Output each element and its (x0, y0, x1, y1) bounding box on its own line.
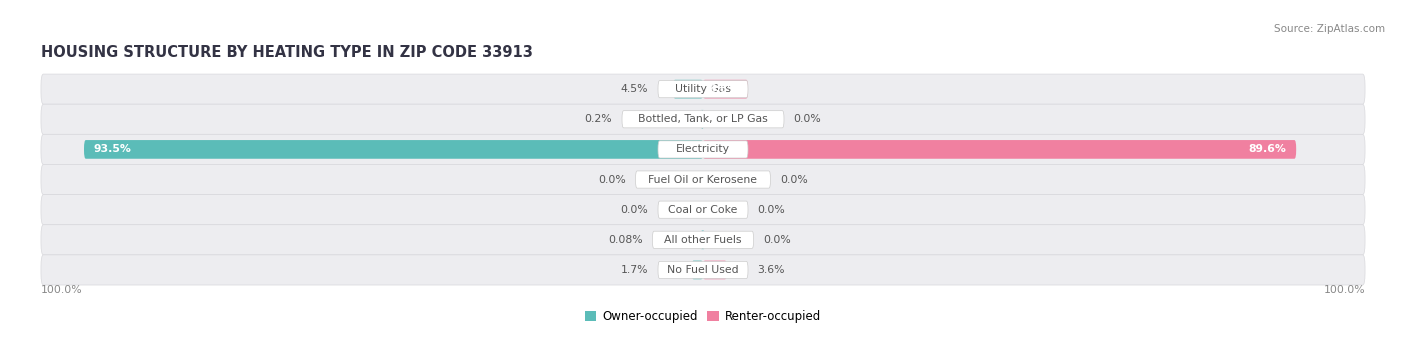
Text: 3.6%: 3.6% (758, 265, 785, 275)
Text: 89.6%: 89.6% (1249, 144, 1286, 154)
Text: 0.0%: 0.0% (620, 205, 648, 215)
FancyBboxPatch shape (652, 231, 754, 248)
Text: Electricity: Electricity (676, 144, 730, 154)
Text: HOUSING STRUCTURE BY HEATING TYPE IN ZIP CODE 33913: HOUSING STRUCTURE BY HEATING TYPE IN ZIP… (41, 45, 533, 60)
Text: Source: ZipAtlas.com: Source: ZipAtlas.com (1274, 24, 1385, 34)
Text: 100.0%: 100.0% (1323, 285, 1365, 295)
Text: 6.8%: 6.8% (709, 84, 738, 94)
FancyBboxPatch shape (658, 201, 748, 218)
Text: 0.0%: 0.0% (793, 114, 821, 124)
Text: 0.08%: 0.08% (609, 235, 643, 245)
FancyBboxPatch shape (621, 111, 785, 128)
Text: 0.2%: 0.2% (585, 114, 613, 124)
Text: 0.0%: 0.0% (598, 175, 626, 184)
Text: 1.7%: 1.7% (621, 265, 648, 275)
FancyBboxPatch shape (41, 164, 1365, 195)
FancyBboxPatch shape (41, 74, 1365, 104)
FancyBboxPatch shape (658, 80, 748, 98)
FancyBboxPatch shape (703, 140, 1296, 159)
Text: 4.5%: 4.5% (621, 84, 648, 94)
FancyBboxPatch shape (702, 231, 704, 249)
Text: 0.0%: 0.0% (763, 235, 792, 245)
Text: Fuel Oil or Kerosene: Fuel Oil or Kerosene (648, 175, 758, 184)
Text: Coal or Coke: Coal or Coke (668, 205, 738, 215)
Text: 100.0%: 100.0% (41, 285, 83, 295)
FancyBboxPatch shape (41, 255, 1365, 285)
FancyBboxPatch shape (41, 225, 1365, 255)
Text: 0.0%: 0.0% (780, 175, 808, 184)
FancyBboxPatch shape (692, 261, 703, 279)
FancyBboxPatch shape (636, 171, 770, 188)
Text: Utility Gas: Utility Gas (675, 84, 731, 94)
FancyBboxPatch shape (41, 195, 1365, 225)
Text: All other Fuels: All other Fuels (664, 235, 742, 245)
FancyBboxPatch shape (673, 80, 703, 99)
FancyBboxPatch shape (41, 104, 1365, 134)
FancyBboxPatch shape (84, 140, 703, 159)
Text: Bottled, Tank, or LP Gas: Bottled, Tank, or LP Gas (638, 114, 768, 124)
FancyBboxPatch shape (703, 261, 727, 279)
FancyBboxPatch shape (702, 110, 703, 129)
Legend: Owner-occupied, Renter-occupied: Owner-occupied, Renter-occupied (579, 306, 827, 328)
Text: 0.0%: 0.0% (758, 205, 786, 215)
FancyBboxPatch shape (658, 141, 748, 158)
FancyBboxPatch shape (41, 134, 1365, 164)
Text: 93.5%: 93.5% (94, 144, 132, 154)
FancyBboxPatch shape (703, 80, 748, 99)
Text: No Fuel Used: No Fuel Used (668, 265, 738, 275)
FancyBboxPatch shape (658, 261, 748, 279)
